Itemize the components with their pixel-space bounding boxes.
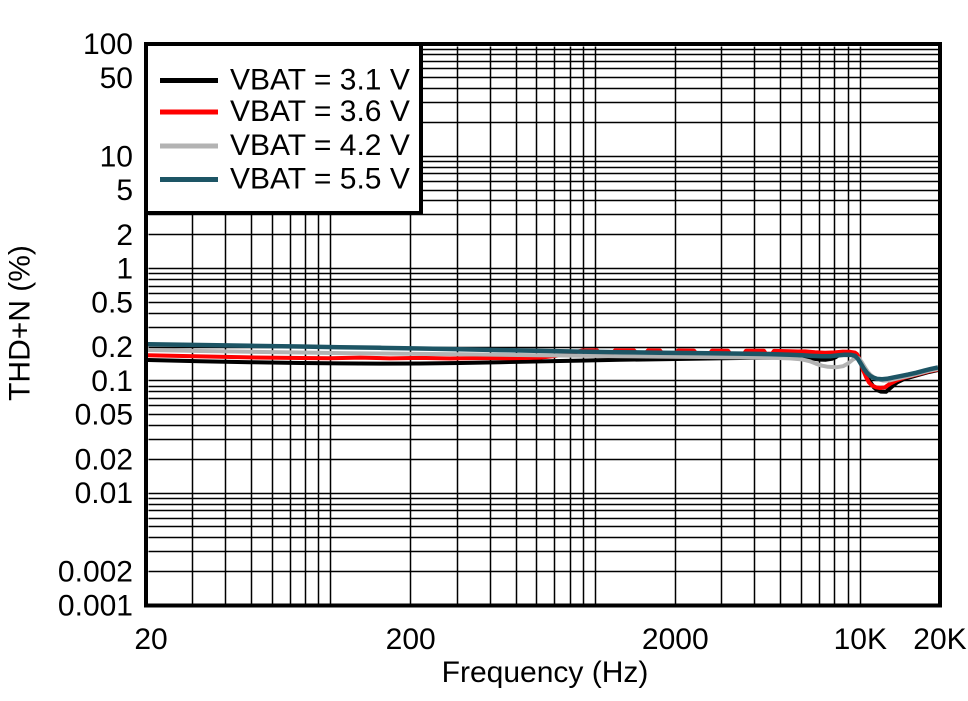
- svg-text:20K: 20K: [913, 623, 966, 656]
- svg-text:100: 100: [83, 28, 133, 61]
- svg-text:20: 20: [134, 623, 167, 656]
- svg-text:2000: 2000: [642, 623, 709, 656]
- svg-text:0.002: 0.002: [58, 556, 133, 589]
- svg-text:0.05: 0.05: [75, 399, 133, 432]
- svg-text:0.2: 0.2: [91, 331, 133, 364]
- svg-text:VBAT = 4.2 V: VBAT = 4.2 V: [230, 129, 410, 162]
- svg-text:VBAT = 3.6 V: VBAT = 3.6 V: [230, 95, 410, 128]
- svg-text:0.001: 0.001: [58, 590, 133, 623]
- svg-text:0.01: 0.01: [75, 477, 133, 510]
- svg-text:50: 50: [100, 62, 133, 95]
- svg-text:Frequency (Hz): Frequency (Hz): [442, 656, 649, 689]
- svg-text:5: 5: [116, 174, 133, 207]
- svg-text:200: 200: [386, 623, 436, 656]
- svg-text:THD+N (%): THD+N (%): [4, 245, 37, 401]
- svg-text:10: 10: [100, 140, 133, 173]
- svg-text:10K: 10K: [834, 623, 887, 656]
- svg-text:VBAT = 5.5 V: VBAT = 5.5 V: [230, 162, 410, 195]
- svg-text:0.02: 0.02: [75, 443, 133, 476]
- svg-text:1: 1: [116, 253, 133, 286]
- svg-text:0.1: 0.1: [91, 365, 133, 398]
- svg-text:VBAT = 3.1 V: VBAT = 3.1 V: [230, 63, 410, 96]
- svg-text:2: 2: [116, 219, 133, 252]
- svg-text:0.5: 0.5: [91, 286, 133, 319]
